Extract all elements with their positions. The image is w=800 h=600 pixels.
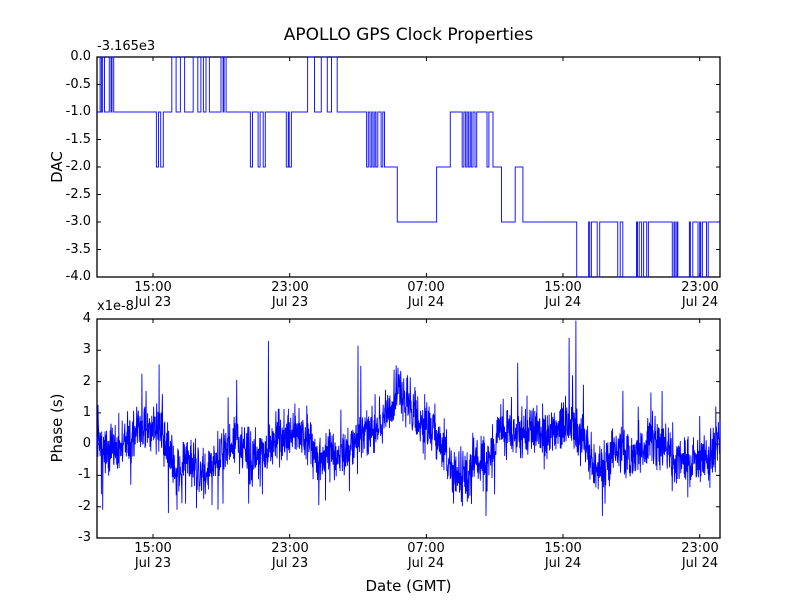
x-tick-label: 07:00 Jul 24 [386,541,466,571]
y-tick-label: -1.5 [65,132,91,147]
y-tick-label: -4.0 [65,269,91,284]
x-tick-label: 15:00 Jul 24 [523,541,603,571]
y-tick-label: 1 [82,405,91,420]
bottom-axis-multiplier-text: x1e-8 [97,299,134,314]
x-tick-time: 23:00 [271,280,309,295]
y-tick-label: -2.5 [65,187,91,202]
y-tick-label: -1.0 [65,104,91,119]
y-tick-label: 3 [82,342,91,357]
y-tick-label: -3.0 [65,214,91,229]
y-tick-label: 0 [82,436,91,451]
y-tick-label: -3.5 [65,242,91,257]
x-tick-date: Jul 24 [544,556,582,571]
x-tick-label: 15:00 Jul 23 [113,280,193,310]
x-tick-label: 23:00 Jul 23 [250,280,330,310]
y-tick-label: 4 [82,311,91,326]
x-tick-label: 23:00 Jul 24 [660,541,740,571]
y-tick-label: -3 [78,530,91,545]
x-tick-date: Jul 23 [134,295,172,310]
x-tick-time: 23:00 [681,280,719,295]
x-tick-time: 23:00 [681,541,719,556]
x-axis-label: Date (GMT) [365,577,452,595]
x-tick-time: 07:00 [407,280,445,295]
x-tick-label: 23:00 Jul 23 [250,541,330,571]
x-tick-label: 23:00 Jul 24 [660,280,740,310]
x-tick-time: 15:00 [544,280,582,295]
x-tick-date: Jul 23 [134,556,172,571]
x-tick-label: 07:00 Jul 24 [386,280,466,310]
x-tick-label: 15:00 Jul 24 [523,280,603,310]
x-tick-time: 15:00 [134,280,172,295]
x-tick-time: 07:00 [407,541,445,556]
x-tick-time: 15:00 [544,541,582,556]
x-tick-date: Jul 24 [681,295,719,310]
y-tick-label: -2 [78,499,91,514]
y-tick-label: -2.0 [65,159,91,174]
x-tick-date: Jul 24 [407,295,445,310]
y-tick-label: -0.5 [65,77,91,92]
x-tick-date: Jul 23 [271,295,309,310]
top-axis-offset-text: -3.165e3 [97,39,156,54]
x-tick-date: Jul 23 [271,556,309,571]
x-tick-time: 23:00 [271,541,309,556]
x-tick-date: Jul 24 [544,295,582,310]
x-tick-date: Jul 24 [407,556,445,571]
y-tick-label: -1 [78,467,91,482]
x-tick-label: 15:00 Jul 23 [113,541,193,571]
x-tick-time: 15:00 [134,541,172,556]
y-tick-label: 0.0 [70,49,91,64]
chart-title: APOLLO GPS Clock Properties [283,25,534,45]
x-tick-date: Jul 24 [681,556,719,571]
y-tick-label: 2 [82,374,91,389]
